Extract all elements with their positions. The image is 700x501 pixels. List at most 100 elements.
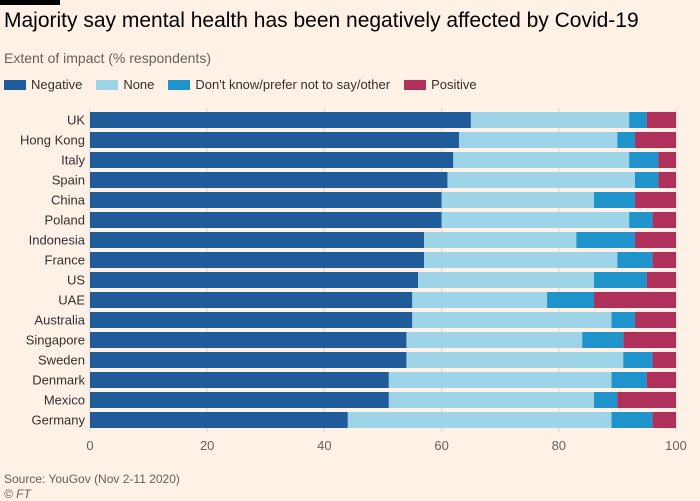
legend-label-dont-know: Don't know/prefer not to say/other <box>195 77 391 92</box>
category-label: Denmark <box>32 373 85 388</box>
bar-segment-dont-know <box>623 352 653 368</box>
category-label: Mexico <box>44 393 85 408</box>
bar-segment-positive <box>646 112 676 128</box>
x-tick-label: 20 <box>200 438 214 453</box>
bar-segment-dont-know <box>629 112 647 128</box>
bar-segment-dont-know <box>611 412 653 428</box>
bar-segment-negative <box>90 272 419 288</box>
bar-segment-positive <box>646 272 676 288</box>
legend-item-dont-know: Don't know/prefer not to say/other <box>168 77 390 92</box>
bar-segment-none <box>406 332 583 348</box>
bar-segment-dont-know <box>547 292 594 308</box>
legend-swatch-negative <box>4 79 26 90</box>
bar-segment-positive <box>652 212 676 228</box>
bar-segment-dont-know <box>629 152 659 168</box>
category-label: Australia <box>34 313 85 328</box>
legend-item-positive: Positive <box>404 77 477 92</box>
bar-segment-negative <box>90 132 460 148</box>
category-label: France <box>45 253 85 268</box>
bar-segment-positive <box>623 332 676 348</box>
bar-segment-none <box>418 272 594 288</box>
x-tick-label: 40 <box>317 438 331 453</box>
bar-segment-none <box>412 312 612 328</box>
bar-segment-dont-know <box>576 232 635 248</box>
bar-segment-positive <box>652 352 676 368</box>
ft-credit: © FT <box>4 487 31 501</box>
bar-segment-dont-know <box>634 172 659 188</box>
bar-segment-positive <box>658 152 676 168</box>
bar-segment-positive <box>634 232 676 248</box>
category-label: Poland <box>45 213 85 228</box>
bar-segment-none <box>388 392 594 408</box>
x-tick-label: 60 <box>434 438 448 453</box>
category-label: China <box>51 193 86 208</box>
bar-segment-dont-know <box>611 372 647 388</box>
legend: Negative None Don't know/prefer not to s… <box>4 77 491 92</box>
ft-top-bar <box>0 0 60 5</box>
bar-segment-negative <box>90 412 348 428</box>
bar-segment-none <box>441 192 594 208</box>
bar-segment-dont-know <box>582 332 624 348</box>
x-tick-label: 80 <box>552 438 566 453</box>
bar-segment-negative <box>90 112 471 128</box>
bar-segment-positive <box>617 392 676 408</box>
chart-title: Majority say mental health has been nega… <box>4 9 639 32</box>
bar-segment-positive <box>634 192 676 208</box>
bar-segment-dont-know <box>629 212 653 228</box>
category-label: UK <box>67 113 85 128</box>
legend-item-none: None <box>96 77 154 92</box>
x-tick-label: 0 <box>86 438 93 453</box>
bar-segment-negative <box>90 292 413 308</box>
bar-segment-none <box>453 152 630 168</box>
bar-segment-dont-know <box>593 392 618 408</box>
chart-subtitle: Extent of impact (% respondents) <box>4 50 211 66</box>
bar-segment-negative <box>90 192 442 208</box>
bar-segment-positive <box>646 372 676 388</box>
bar-segment-dont-know <box>593 192 635 208</box>
category-label: Italy <box>61 153 85 168</box>
bar-segment-positive <box>658 172 676 188</box>
category-label: Indonesia <box>29 233 86 248</box>
bar-segment-positive <box>652 412 676 428</box>
bar-segment-none <box>412 292 548 308</box>
legend-item-negative: Negative <box>4 77 82 92</box>
bar-segment-negative <box>90 232 425 248</box>
bar-segment-dont-know <box>617 252 653 268</box>
bar-segment-none <box>388 372 612 388</box>
bar-segment-negative <box>90 332 407 348</box>
bar-segment-none <box>406 352 624 368</box>
category-label: Singapore <box>26 333 85 348</box>
bar-segment-negative <box>90 312 413 328</box>
bar-segment-positive <box>652 252 676 268</box>
bar-segment-dont-know <box>593 272 647 288</box>
category-label: Sweden <box>38 353 85 368</box>
bar-segment-positive <box>634 132 676 148</box>
category-label: US <box>67 273 85 288</box>
bar-segment-none <box>459 132 618 148</box>
category-label: Spain <box>52 173 85 188</box>
bar-segment-positive <box>593 292 676 308</box>
bar-segment-none <box>424 232 577 248</box>
legend-label-negative: Negative <box>31 77 83 92</box>
bar-segment-none <box>347 412 612 428</box>
legend-swatch-none <box>96 79 119 90</box>
legend-swatch-positive <box>404 79 427 90</box>
bar-segment-negative <box>90 152 454 168</box>
bar-segment-dont-know <box>617 132 635 148</box>
bar-segment-negative <box>90 352 407 368</box>
bar-segment-none <box>441 212 630 228</box>
legend-swatch-dont-know <box>168 79 191 90</box>
legend-label-positive: Positive <box>431 77 477 92</box>
bar-segment-none <box>470 112 630 128</box>
source-note: Source: YouGov (Nov 2-11 2020) <box>4 472 180 486</box>
category-label: UAE <box>58 293 85 308</box>
bar-segment-negative <box>90 252 425 268</box>
bar-segment-dont-know <box>611 312 635 328</box>
legend-label-none: None <box>123 77 155 92</box>
bar-segment-negative <box>90 212 442 228</box>
bar-segment-negative <box>90 372 389 388</box>
x-tick-label: 100 <box>665 438 687 453</box>
category-label: Germany <box>32 413 86 428</box>
bar-segment-negative <box>90 172 448 188</box>
